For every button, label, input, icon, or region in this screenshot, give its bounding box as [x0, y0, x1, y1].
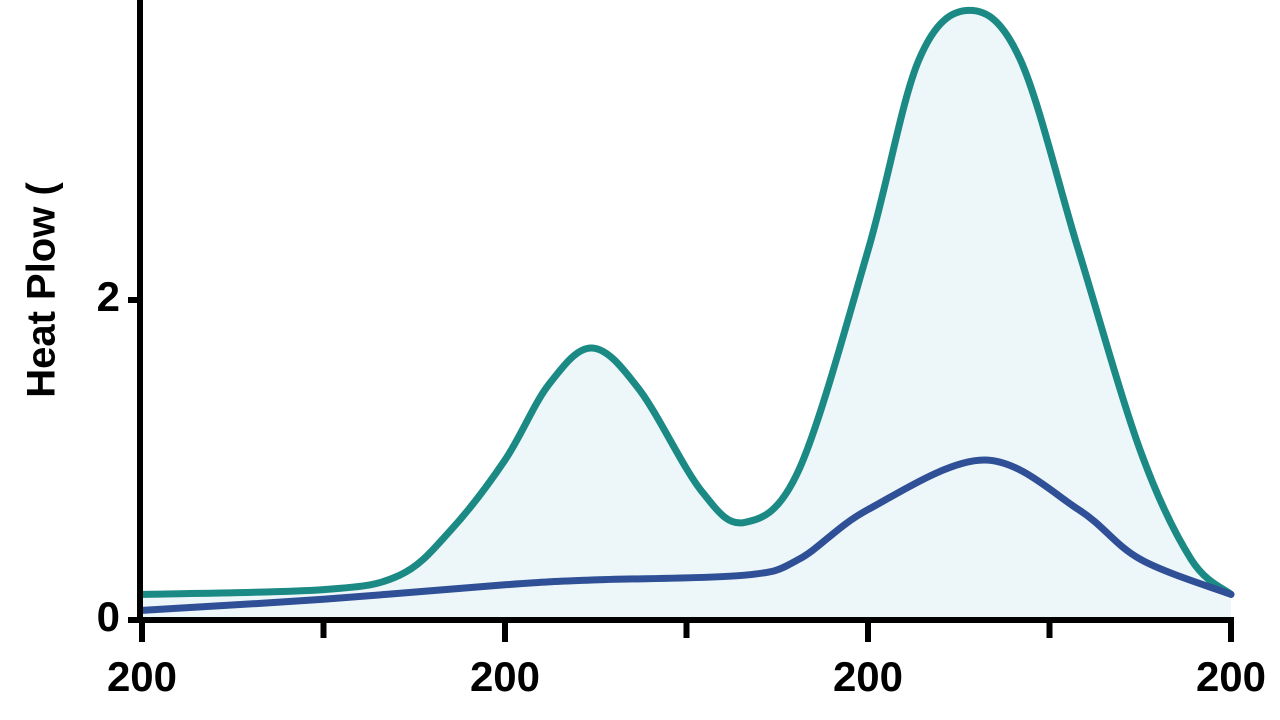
- area-fill: [142, 10, 1231, 620]
- series-line: [138, 6, 1235, 598]
- x-tick-label: 200: [470, 653, 540, 700]
- y-tick-label: 0: [97, 593, 120, 640]
- y-tick-label: 2: [97, 273, 120, 320]
- x-tick-label: 200: [107, 653, 177, 700]
- series-line: [138, 456, 1235, 614]
- x-tick-label: 200: [1196, 653, 1266, 700]
- y-axis-label: Heat Plow (: [20, 182, 64, 398]
- x-tick-label: 200: [833, 653, 903, 700]
